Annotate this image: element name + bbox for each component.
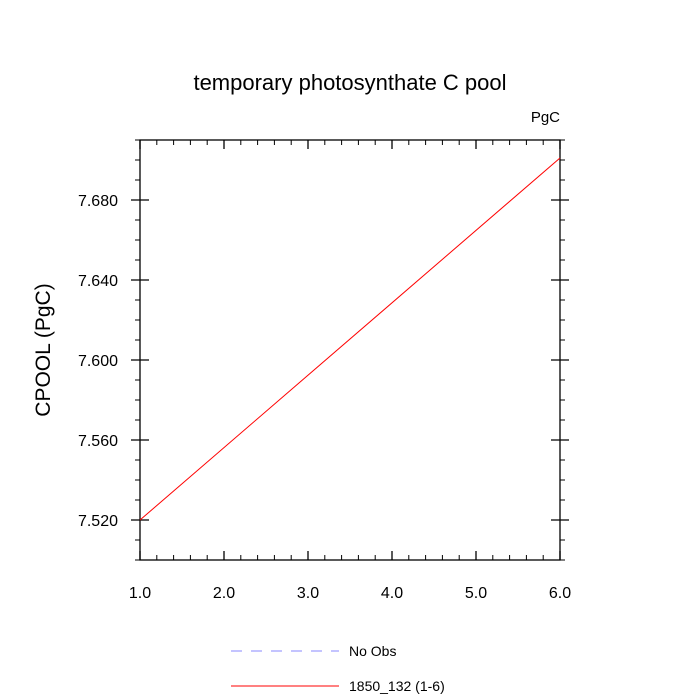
y-tick-labels: 7.520 7.560 7.600 7.640 7.680 <box>78 193 118 530</box>
units-label: PgC <box>531 109 560 126</box>
axis-ticks <box>131 139 569 561</box>
y-tick-label: 7.680 <box>78 193 118 210</box>
chart-title: temporary photosynthate C pool <box>193 70 506 95</box>
x-tick-label: 3.0 <box>297 585 319 602</box>
legend-label: No Obs <box>349 643 396 659</box>
legend-label: 1850_132 (1-6) <box>349 678 445 694</box>
x-tick-label: 2.0 <box>213 585 235 602</box>
y-tick-label: 7.640 <box>78 273 118 290</box>
x-tick-label: 1.0 <box>129 585 151 602</box>
x-tick-label: 5.0 <box>465 585 487 602</box>
series-layer <box>139 157 561 521</box>
series-line <box>139 157 561 521</box>
x-tick-labels: 1.0 2.0 3.0 4.0 5.0 6.0 <box>129 585 571 602</box>
x-tick-label: 4.0 <box>381 585 403 602</box>
y-tick-label: 7.600 <box>78 353 118 370</box>
plot-frame <box>139 139 561 561</box>
legend: No Obs 1850_132 (1-6) <box>231 643 445 694</box>
y-tick-label: 7.560 <box>78 433 118 450</box>
y-axis-label: CPOOL (PgC) <box>32 283 55 416</box>
y-tick-label: 7.520 <box>78 513 118 530</box>
x-tick-label: 6.0 <box>549 585 571 602</box>
